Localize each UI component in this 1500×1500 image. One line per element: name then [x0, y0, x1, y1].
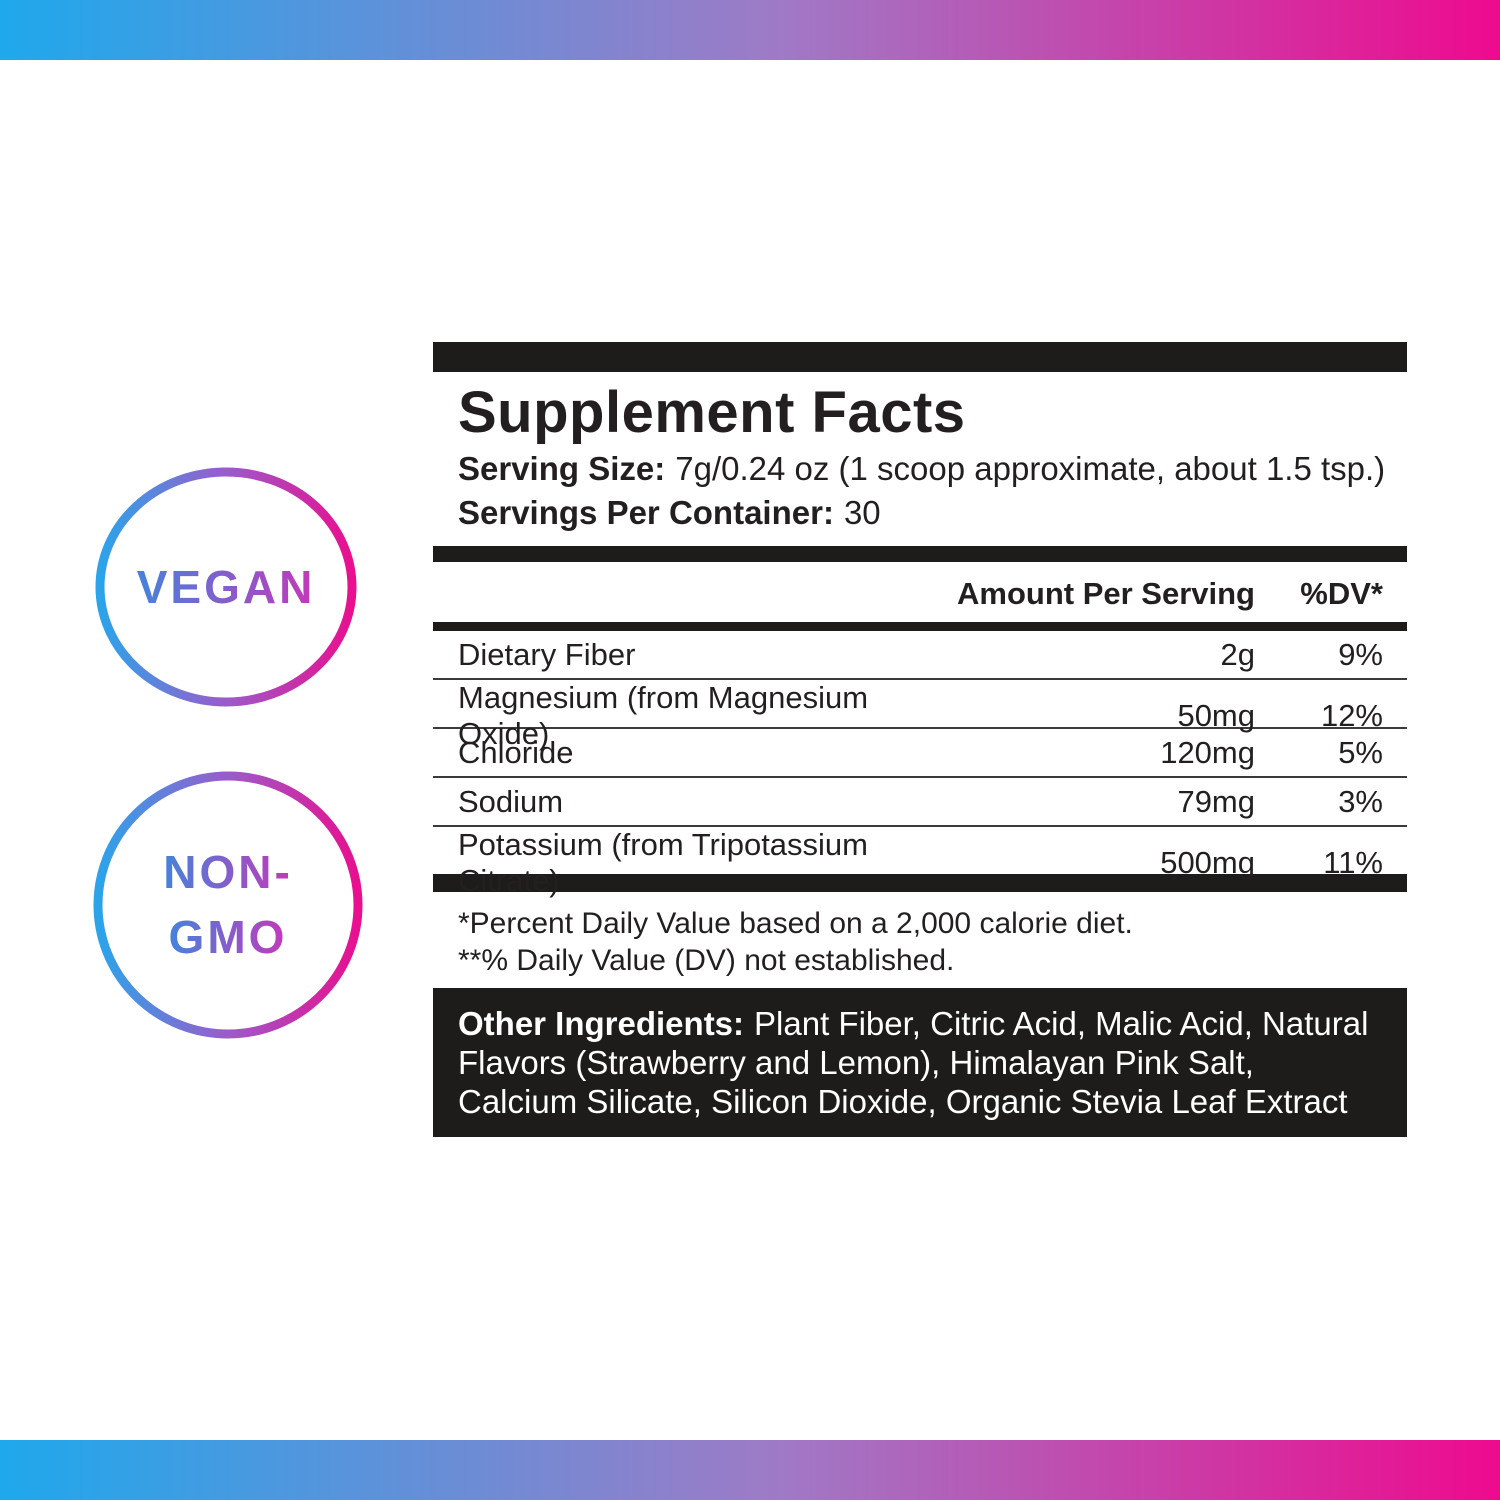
vegan-ring-circle — [95, 467, 357, 707]
servings-per-container-label: Servings Per Container: — [458, 494, 834, 531]
amount-per-serving-header: Amount Per Serving — [957, 576, 1255, 611]
table-row: Potassium (from Tripotassium Citrate) 50… — [433, 827, 1407, 898]
serving-size-line: Serving Size: 7g/0.24 oz (1 scoop approxi… — [458, 450, 1407, 488]
nutrient-name: Sodium — [458, 783, 564, 819]
nutrient-dv: 5% — [1338, 734, 1383, 770]
table-header-row: Amount Per Serving %DV* — [433, 562, 1407, 631]
panel-title: Supplement Facts — [458, 380, 966, 445]
nutrient-dv: 12% — [1320, 698, 1383, 733]
supplement-facts-panel: Supplement Facts Serving Size: 7g/0.24 oz… — [433, 342, 1407, 1137]
table-row: Magnesium (from Magnesium Oxide) 50mg 12… — [433, 680, 1407, 751]
nutrient-dv: 3% — [1338, 783, 1383, 819]
table-row: Sodium 79mg 3% — [433, 778, 1407, 827]
panel-divider-bar — [433, 546, 1407, 562]
nutrient-amount: 50mg — [1177, 698, 1255, 733]
non-gmo-ring-circle — [93, 771, 363, 1039]
bottom-gradient-bar — [0, 1440, 1500, 1500]
other-ingredients-value: Plant Fiber, Citric Acid, Malic Acid, Na… — [458, 1005, 1369, 1120]
footnote-dv-not-established: **% Daily Value (DV) not established. — [458, 944, 955, 977]
serving-size-value: 7g/0.24 oz (1 scoop approximate, about 1… — [675, 450, 1386, 487]
serving-size-label: Serving Size: — [458, 450, 666, 487]
vegan-badge-graphic: VEGAN — [95, 467, 357, 707]
servings-per-container-line: Servings Per Container: 30 — [458, 494, 1407, 532]
nutrient-name: Magnesium (from Magnesium Oxide) — [458, 680, 869, 751]
nutrient-name: Dietary Fiber — [458, 636, 636, 672]
panel-top-bar — [433, 342, 1407, 372]
table-header-spacer — [458, 576, 925, 612]
non-gmo-badge: NON- GMO — [92, 770, 364, 1040]
table-row: Chloride 120mg 5% — [433, 729, 1407, 778]
nutrient-table: Dietary Fiber 2g 9% Magnesium (from Magn… — [433, 631, 1407, 898]
dv-header: %DV* — [1300, 576, 1383, 611]
vegan-badge: VEGAN — [94, 466, 358, 708]
nutrient-amount: 2g — [1220, 636, 1255, 672]
table-bottom-bar — [433, 874, 1407, 892]
nutrient-dv: 9% — [1338, 636, 1383, 672]
table-row: Dietary Fiber 2g 9% — [433, 631, 1407, 680]
nutrient-name: Potassium (from Tripotassium Citrate) — [458, 827, 868, 898]
nutrient-dv: 11% — [1323, 845, 1383, 880]
vegan-badge-label: VEGAN — [137, 561, 316, 613]
top-gradient-bar — [0, 0, 1500, 60]
nutrient-amount: 120mg — [1160, 734, 1255, 770]
servings-per-container-value: 30 — [843, 494, 881, 531]
non-gmo-badge-line2: GMO — [169, 911, 288, 963]
non-gmo-badge-line1: NON- — [163, 846, 293, 898]
non-gmo-badge-graphic: NON- GMO — [93, 771, 363, 1039]
other-ingredients-box: Other Ingredients: Plant Fiber, Citric Ac… — [433, 988, 1407, 1137]
nutrient-amount: 79mg — [1177, 783, 1255, 819]
footnote-daily-value: *Percent Daily Value based on a 2,000 ca… — [458, 907, 1133, 940]
nutrient-amount: 500mg — [1160, 845, 1255, 880]
nutrient-name: Chloride — [458, 734, 574, 770]
other-ingredients-label: Other Ingredients: — [458, 1005, 745, 1042]
